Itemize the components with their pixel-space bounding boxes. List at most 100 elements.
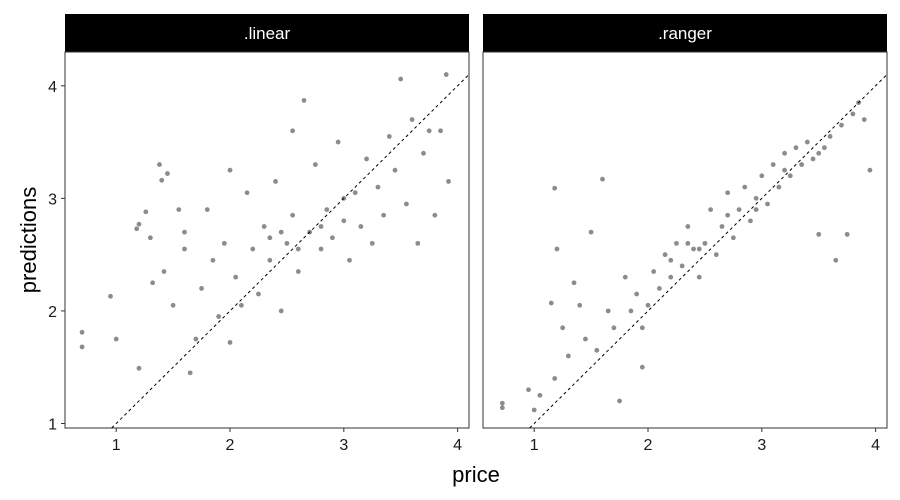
data-point (352, 190, 358, 196)
data-point (725, 212, 731, 218)
data-point (605, 308, 611, 314)
data-point (318, 246, 324, 252)
reference-line (111, 74, 469, 428)
data-point (793, 145, 799, 151)
data-point (267, 257, 273, 263)
data-point (216, 314, 222, 319)
data-point (810, 156, 816, 162)
data-point (696, 246, 702, 252)
data-point (221, 240, 227, 246)
data-point (199, 286, 204, 291)
facet-strip (483, 14, 887, 52)
data-point (668, 257, 674, 263)
data-point (244, 190, 250, 196)
data-point (150, 280, 156, 286)
facet-strip-label: .linear (244, 24, 291, 43)
data-point (645, 302, 651, 308)
data-point (787, 173, 793, 179)
data-point (161, 269, 167, 274)
data-point (290, 128, 296, 134)
x-tick-label: 1 (112, 437, 121, 454)
data-point (392, 167, 398, 173)
data-point (227, 167, 233, 173)
data-point (113, 336, 119, 342)
data-point (404, 201, 409, 207)
data-point (210, 257, 216, 263)
data-point (770, 162, 776, 167)
data-point (301, 98, 307, 103)
facet-strip-label: .ranger (658, 24, 712, 43)
data-point (679, 263, 685, 269)
data-point (537, 392, 543, 398)
data-point (730, 235, 736, 241)
data-point (804, 139, 810, 145)
data-point (324, 207, 330, 213)
data-point (725, 190, 731, 196)
data-point (816, 150, 822, 156)
y-tick-label: 2 (48, 304, 57, 321)
data-point (238, 302, 244, 308)
reference-line (529, 74, 887, 428)
data-point (369, 240, 375, 246)
data-point (278, 229, 284, 235)
data-point (256, 291, 261, 297)
data-point (685, 224, 691, 229)
data-point (278, 308, 284, 314)
data-point (554, 246, 560, 252)
data-point (753, 207, 759, 213)
data-point (182, 229, 187, 235)
data-point (816, 231, 822, 237)
data-point (204, 207, 210, 213)
data-point (844, 231, 850, 237)
data-point (79, 329, 85, 335)
data-point (261, 224, 267, 229)
data-point (176, 207, 182, 213)
data-point (250, 246, 256, 252)
data-point (421, 150, 426, 156)
x-axis-title: price (452, 462, 500, 487)
data-point (426, 128, 432, 134)
data-point (267, 235, 273, 241)
data-point (157, 162, 162, 167)
data-point (273, 179, 278, 184)
panel-border (482, 51, 888, 429)
data-point (708, 207, 714, 213)
data-point (782, 167, 787, 173)
data-point (143, 209, 149, 215)
data-point (776, 184, 782, 190)
data-point (668, 274, 674, 280)
data-point (193, 336, 199, 342)
data-point (233, 274, 239, 280)
data-point (822, 145, 827, 151)
data-point (713, 252, 719, 258)
data-point (656, 286, 662, 291)
data-point (284, 240, 290, 246)
data-point (674, 240, 679, 246)
data-point (850, 111, 856, 117)
data-point (499, 405, 505, 411)
data-point (438, 128, 443, 134)
data-point (736, 207, 742, 213)
data-point (364, 156, 369, 162)
data-point (639, 364, 645, 370)
data-point (409, 117, 415, 122)
data-point (651, 269, 657, 274)
data-point (170, 302, 176, 308)
x-tick-label: 3 (339, 437, 348, 454)
data-point (833, 257, 839, 263)
data-point (381, 212, 387, 218)
data-point (341, 218, 347, 224)
data-point (318, 224, 324, 229)
data-point (531, 407, 537, 413)
data-point (691, 246, 696, 252)
data-point (799, 162, 805, 167)
data-point (335, 139, 341, 145)
data-point (386, 134, 392, 139)
data-point (147, 235, 153, 241)
data-point (312, 162, 318, 167)
data-point (330, 235, 335, 241)
data-point (742, 184, 748, 190)
data-point (552, 185, 558, 191)
data-point (182, 246, 187, 252)
